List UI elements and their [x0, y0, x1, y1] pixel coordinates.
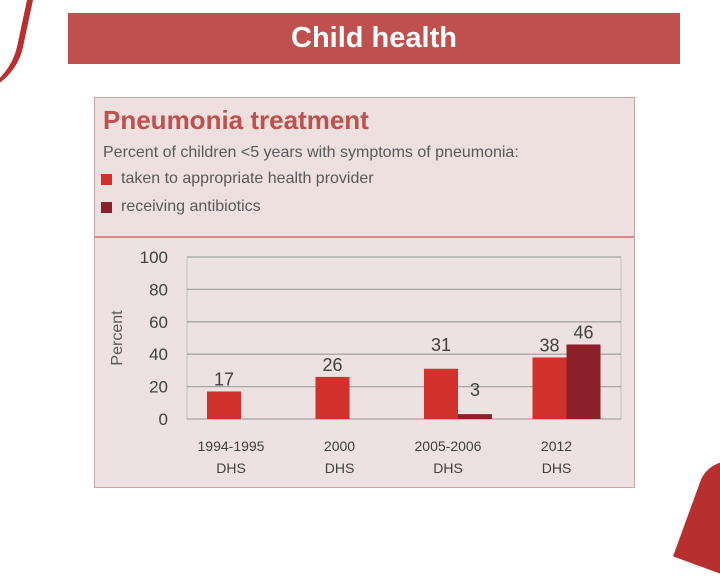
y-tick-label: 60 — [149, 313, 168, 332]
bar — [207, 391, 241, 419]
x-tick-label: DHS — [325, 460, 355, 476]
x-tick-label: DHS — [433, 460, 463, 476]
legend-item-antibiotics: receiving antibiotics — [101, 198, 261, 216]
y-tick-label: 80 — [149, 280, 168, 299]
legend-item-provider: taken to appropriate health provider — [101, 170, 374, 188]
x-tick-label: 2005-2006 — [415, 438, 482, 454]
bar — [424, 368, 458, 419]
data-label: 26 — [322, 355, 342, 375]
bar — [532, 357, 567, 419]
y-tick-label: 100 — [140, 248, 168, 267]
legend-swatch-antibiotics — [101, 201, 112, 213]
y-axis-label: Percent — [109, 310, 126, 366]
data-label: 3 — [470, 380, 480, 400]
data-label: 17 — [214, 369, 234, 389]
bar-chart: 0 20 40 60 80 100 Percent 17 1994-1995 DHS 26 2000 D… — [109, 248, 622, 476]
chart-subtitle: Percent of children <5 years with sympto… — [103, 144, 519, 161]
slide-title-bar: Child health — [68, 13, 680, 64]
y-tick-label: 40 — [149, 345, 168, 364]
bar — [315, 376, 350, 419]
slide-title: Child health — [291, 22, 457, 54]
x-tick-label: DHS — [542, 460, 572, 476]
x-tick-label: 2000 — [324, 438, 355, 454]
legend-label-provider: taken to appropriate health provider — [121, 170, 374, 187]
data-label: 46 — [573, 322, 593, 342]
x-tick-label: 1994-1995 — [198, 438, 265, 454]
data-label: 31 — [431, 335, 451, 355]
legend-swatch-provider — [101, 173, 112, 185]
x-tick-label: DHS — [216, 460, 246, 476]
legend-label-antibiotics: receiving antibiotics — [121, 198, 261, 215]
bar — [458, 414, 492, 419]
y-tick-label: 20 — [149, 378, 168, 397]
chart-header: Pneumonia treatment Percent of children … — [95, 98, 634, 238]
chart-panel: Pneumonia treatment Percent of children … — [94, 97, 635, 488]
bar — [566, 344, 601, 419]
y-tick-label: 0 — [159, 410, 168, 429]
x-tick-label: 2012 — [541, 438, 572, 454]
chart-title: Pneumonia treatment — [103, 105, 369, 135]
data-label: 38 — [539, 335, 559, 355]
